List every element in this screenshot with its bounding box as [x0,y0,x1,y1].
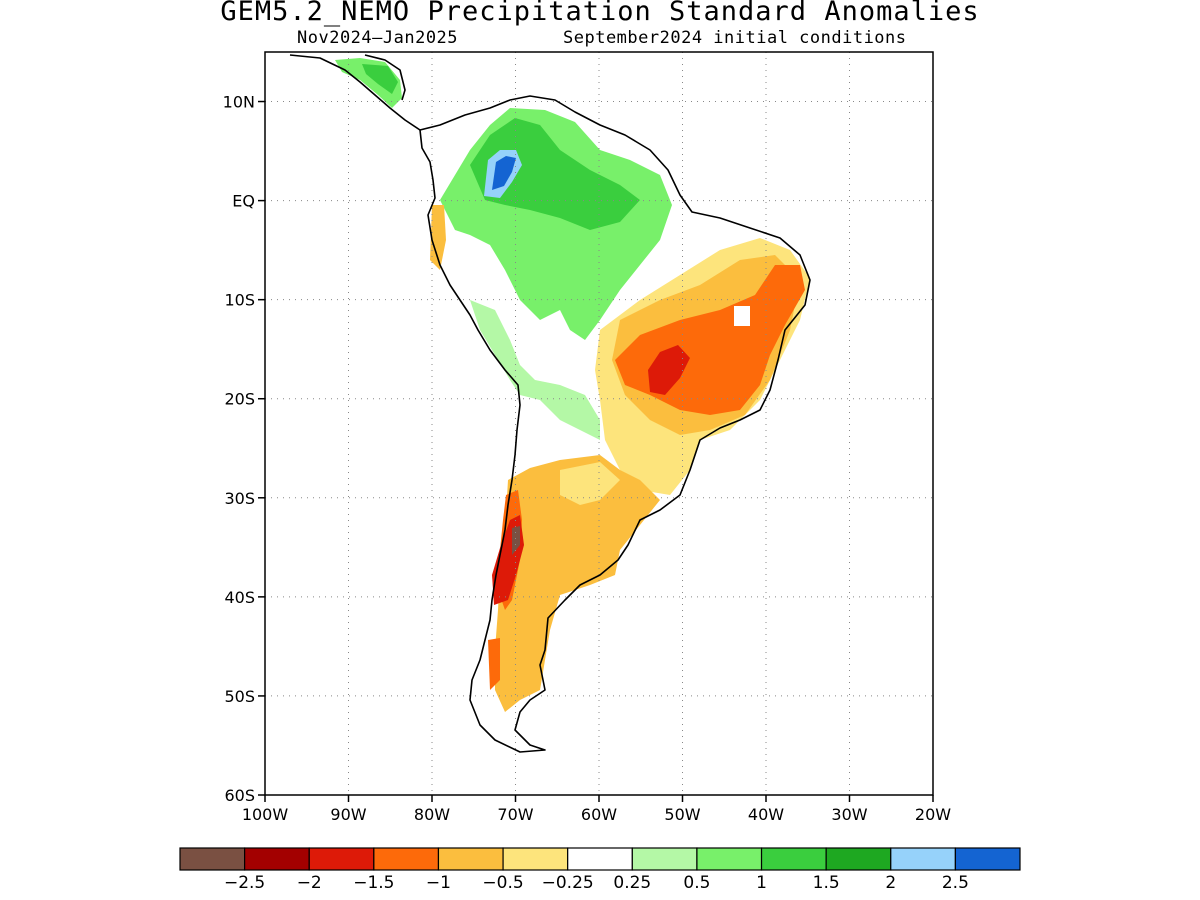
anomaly-south-cone-dry [495,455,660,712]
colorbar-swatch [179,847,246,871]
lon-tick-label: 20W [915,805,951,824]
colorbar-swatch [308,847,375,871]
coastline-central-america [289,54,421,131]
lat-tick-label: 30S [224,489,255,508]
initial-conditions: September2024 initial conditions [563,28,907,48]
anomaly-brazil-gap [734,306,750,326]
anomaly-south-cone-slightly-dry [560,462,620,505]
lon-tick-label: 50W [664,805,700,824]
colorbar-swatch [954,847,1021,871]
colorbar-swatch [696,847,763,871]
lon-tick-label: 90W [330,805,366,824]
coastline-south-america [419,95,811,753]
map-title: GEM5.2_NEMO Precipitation Standard Anoma… [220,0,980,27]
colorbar-swatch [760,847,827,871]
colorbar-swatch [244,847,310,871]
anomaly-central-america-strong [362,64,398,94]
lon-tick-label: 40W [748,805,784,824]
coastline [289,54,811,753]
anomaly-andes-peak [492,156,516,190]
longitude-axis: 100W 90W 80W 70W 60W 50W 40W 30W 20W [242,795,951,824]
colorbar-swatch [890,847,956,871]
lat-tick-label: 10S [224,291,255,310]
lat-tick-label: 10N [223,93,255,112]
lat-tick-label: 20S [224,390,255,409]
lon-tick-label: 70W [497,805,533,824]
lon-tick-label: 60W [581,805,617,824]
colorbar: −2.5 −2 −1.5 −1 −0.5 −0.25 0.25 0.5 1 1.5 2 2.5 [179,847,1021,893]
colorbar-label: 2 [885,873,896,893]
lat-tick-label: 40S [224,588,255,607]
colorbar-swatch [502,847,569,871]
colorbar-label: −1.5 [353,873,394,893]
lat-tick-label: 50S [224,687,255,706]
colorbar-swatch [631,847,698,871]
anomaly-amazon-light [470,300,600,440]
colorbar-swatch [825,847,892,871]
latitude-axis: 10N EQ 10S 20S 30S 40S 50S 60S [223,93,265,805]
colorbar-label: 1.5 [813,873,840,893]
lat-tick-label: 60S [224,786,255,805]
colorbar-label: −0.25 [542,873,594,893]
lat-tick-label: EQ [232,192,255,211]
anomaly-ecuador-dry [430,205,446,270]
colorbar-label: −2 [297,873,322,893]
lon-tick-label: 30W [831,805,867,824]
anomaly-shading [335,58,810,712]
lon-tick-label: 80W [414,805,450,824]
colorbar-label: −0.5 [482,873,523,893]
colorbar-label: 1 [756,873,767,893]
colorbar-label: −2.5 [224,873,265,893]
anomaly-brazil-extreme [648,345,690,395]
anomaly-amazon-moderate [470,118,640,230]
anomaly-patagonia-very-dry [488,638,500,690]
colorbar-swatch [437,847,504,871]
colorbar-swatch [567,847,633,871]
anomaly-chile-peak [512,526,520,555]
colorbar-label: 0.5 [683,873,710,893]
forecast-period: Nov2024—Jan2025 [297,28,459,48]
colorbar-label: 2.5 [942,873,969,893]
coastline-caribbean [364,54,406,101]
lon-tick-label: 100W [242,805,289,824]
colorbar-swatch [373,847,440,871]
colorbar-label: −1 [426,873,451,893]
colorbar-label: 0.25 [613,873,651,893]
